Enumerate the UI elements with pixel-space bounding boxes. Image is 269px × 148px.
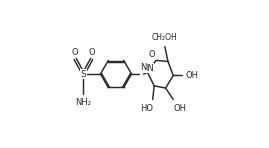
Text: OH: OH [174, 104, 187, 113]
Text: NH₂: NH₂ [75, 98, 91, 107]
Text: O: O [89, 48, 95, 57]
Text: O: O [71, 48, 78, 57]
Text: S: S [80, 70, 86, 78]
Text: OH: OH [186, 71, 199, 80]
Text: HN: HN [141, 63, 154, 73]
Text: CH₂OH: CH₂OH [152, 33, 178, 42]
Text: N: N [141, 63, 147, 72]
Text: HO: HO [140, 104, 153, 113]
Text: O: O [148, 50, 155, 59]
